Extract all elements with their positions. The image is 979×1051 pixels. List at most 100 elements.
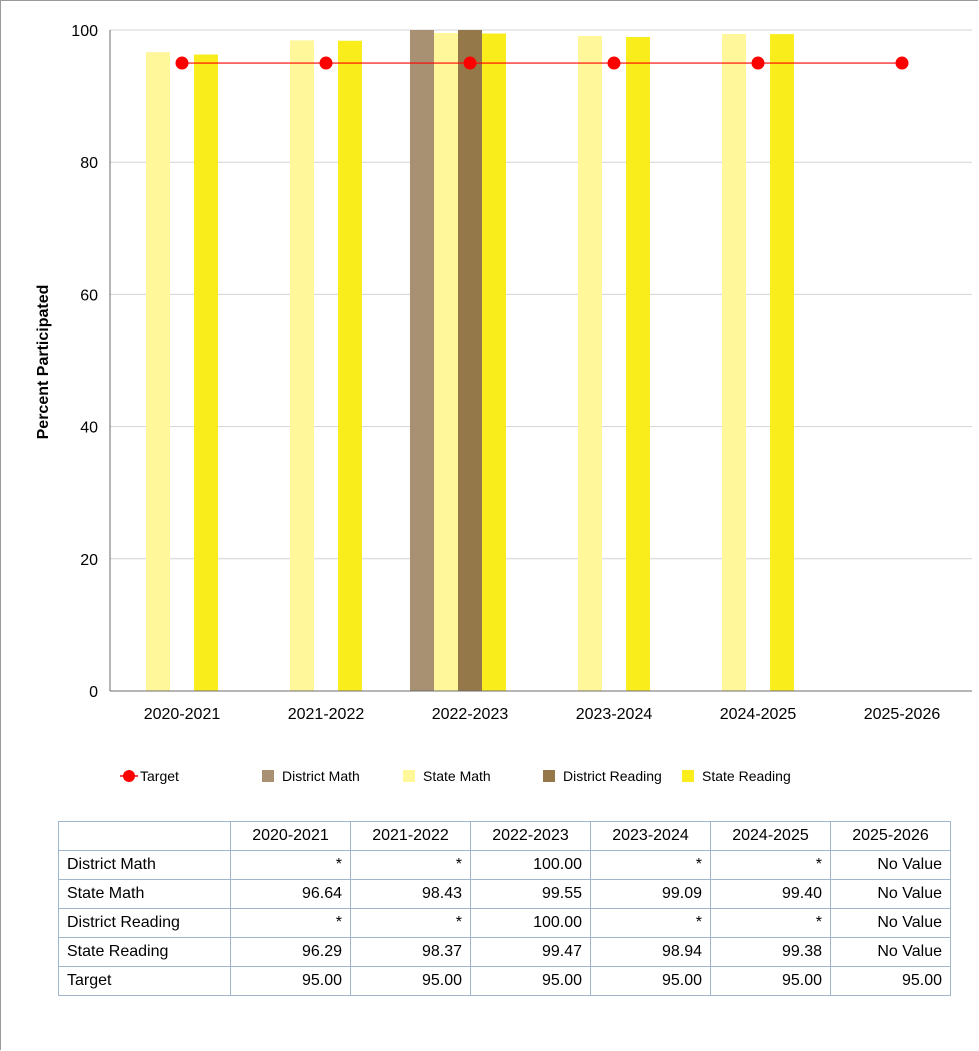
x-tick-label: 2022-2023 [432,706,509,723]
table-cell: 95.00 [230,966,351,996]
axes: 0 20 40 60 80 100 2020-2021 2021-2022 2022-2023 2… [71,23,972,723]
legend-item-district-math: District Math [262,768,360,784]
table-row: District Reading * * 100.00 * * No Value [58,908,951,938]
grid-lines [110,29,972,560]
target-series [175,56,909,70]
y-tick-label: 60 [80,287,98,304]
legend-label: Target [140,768,179,784]
table-cell: 99.47 [470,937,591,967]
legend-swatch [262,770,274,782]
y-axis-title: Percent Participated [35,285,52,440]
chart: 0 20 40 60 80 100 2020-2021 2021-2022 2022-2023 2… [35,23,972,784]
table-cell: 98.94 [590,937,711,967]
legend-item-state-math: State Math [403,768,491,784]
y-tick-label: 80 [80,155,98,172]
table-cell: 98.43 [350,879,471,909]
table-cell: 99.40 [710,879,831,909]
x-tick-label: 2020-2021 [144,706,221,723]
table-cell: 96.29 [230,937,351,967]
table-cell: * [230,908,351,938]
legend-label: State Math [423,768,491,784]
table-row: District Math * * 100.00 * * No Value [58,850,951,880]
table-column-header: 2022-2023 [470,821,591,851]
table-cell: 95.00 [590,966,711,996]
bar-district-math [410,30,434,691]
table-cell: * [590,850,711,880]
table-cell: 99.38 [710,937,831,967]
table-cell: * [590,908,711,938]
legend: Target District Math State Math District Re… [120,768,791,784]
x-tick-label: 2021-2022 [288,706,365,723]
x-tick-label: 2025-2026 [864,706,941,723]
table-column-header: 2024-2025 [710,821,831,851]
table-row: Target 95.00 95.00 95.00 95.00 95.00 95.… [58,966,951,996]
y-tick-label: 0 [89,684,98,701]
table-column-header: 2021-2022 [350,821,471,851]
table-row-label: State Reading [58,937,231,967]
legend-swatch [682,770,694,782]
bar-district-reading [458,30,482,691]
legend-item-state-reading: State Reading [682,768,791,784]
bar-state-math [722,33,746,691]
table-cell: 99.09 [590,879,711,909]
target-point [895,56,909,70]
table-header-row: 2020-2021 2021-2022 2022-2023 2023-2024 … [58,821,951,851]
table-column-header: 2025-2026 [830,821,951,851]
table-corner-cell [58,821,231,851]
x-tick-label: 2023-2024 [576,706,653,723]
table-cell: * [710,850,831,880]
bar-state-math [578,36,602,692]
y-tick-label: 40 [80,420,98,437]
legend-swatch [543,770,555,782]
target-point [751,56,765,70]
legend-swatch [403,770,415,782]
table-cell: No Value [830,879,951,909]
table-cell: 95.00 [830,966,951,996]
bar-state-reading [338,40,362,692]
bar-state-reading [770,34,794,691]
table-cell: No Value [830,937,951,967]
legend-label: State Reading [702,768,791,784]
table-row: State Reading 96.29 98.37 99.47 98.94 99… [58,937,951,967]
bar-state-reading [194,54,218,692]
legend-item-target: Target [120,768,179,784]
legend-marker-swatch [123,770,135,782]
table-cell: No Value [830,908,951,938]
table-cell: 98.37 [350,937,471,967]
bar-state-math [290,40,314,692]
y-tick-label: 20 [80,552,98,569]
table-cell: * [350,850,471,880]
table-cell: * [350,908,471,938]
table-row-label: State Math [58,879,231,909]
table-row-label: Target [58,966,231,996]
data-table: 2020-2021 2021-2022 2022-2023 2023-2024 … [58,821,951,996]
table-cell: 99.55 [470,879,591,909]
legend-label: District Reading [563,768,662,784]
table-column-header: 2023-2024 [590,821,711,851]
x-tick-label: 2024-2025 [720,706,797,723]
table-column-header: 2020-2021 [230,821,351,851]
bars [146,30,794,692]
table-cell: 95.00 [470,966,591,996]
target-point [607,56,621,70]
y-tick-label: 100 [71,23,98,40]
legend-item-district-reading: District Reading [543,768,662,784]
bar-state-reading [482,33,506,692]
table-cell: 100.00 [470,850,591,880]
target-point [463,56,477,70]
legend-label: District Math [282,768,360,784]
bar-state-math [434,32,458,692]
bar-state-reading [626,37,650,692]
target-point [175,56,189,70]
table-cell: * [710,908,831,938]
bar-state-math [146,52,170,692]
table-cell: 95.00 [350,966,471,996]
table-cell: No Value [830,850,951,880]
table-cell: 95.00 [710,966,831,996]
table-row-label: District Reading [58,908,231,938]
table-cell: 100.00 [470,908,591,938]
table-cell: * [230,850,351,880]
table-cell: 96.64 [230,879,351,909]
table-row-label: District Math [58,850,231,880]
